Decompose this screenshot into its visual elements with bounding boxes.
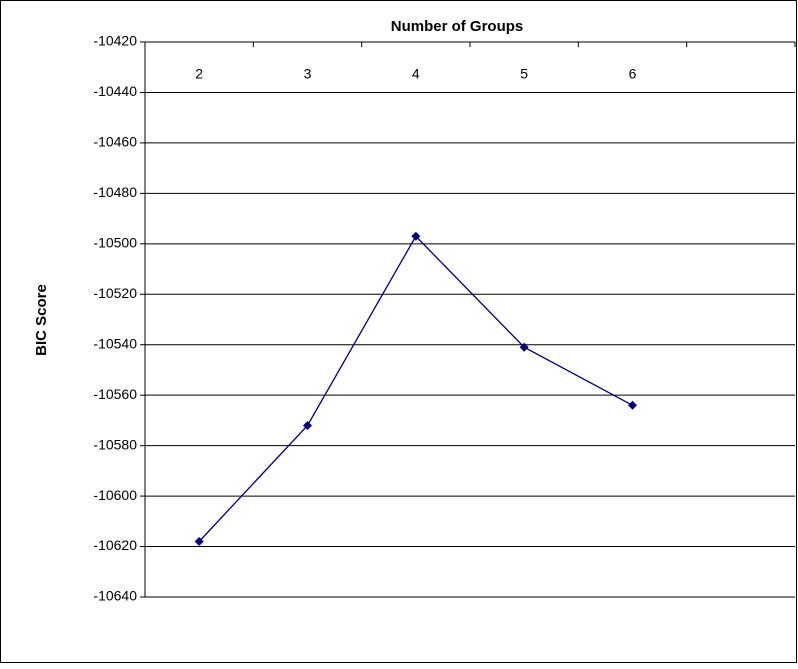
x-axis-title: Number of Groups	[391, 18, 524, 35]
y-tick-label: -10460	[93, 134, 137, 150]
data-marker	[411, 231, 421, 241]
x-tick-label: 6	[629, 66, 637, 82]
y-tick-label: -10620	[93, 537, 137, 553]
y-tick-label: -10640	[93, 588, 137, 604]
data-marker	[194, 537, 204, 546]
y-tick-label: -10580	[93, 436, 137, 452]
y-tick-label: -10420	[93, 33, 137, 49]
y-tick-label: -10500	[93, 235, 137, 251]
data-marker	[519, 342, 529, 352]
data-marker	[303, 420, 312, 430]
y-tick-label: -10520	[93, 285, 137, 301]
y-tick-label: -10560	[93, 386, 137, 402]
y-axis-title: BIC Score	[33, 284, 50, 356]
data-marker	[628, 400, 637, 410]
x-tick-label: 5	[520, 66, 528, 82]
y-tick-label: -10540	[93, 335, 137, 351]
x-tick-label: 3	[304, 66, 312, 82]
x-tick-label: 4	[412, 66, 420, 82]
y-tick-label: -10600	[93, 487, 137, 503]
y-tick-label: -10480	[93, 184, 137, 200]
y-tick-label: -10440	[93, 83, 137, 99]
x-tick-label: 2	[195, 66, 203, 82]
